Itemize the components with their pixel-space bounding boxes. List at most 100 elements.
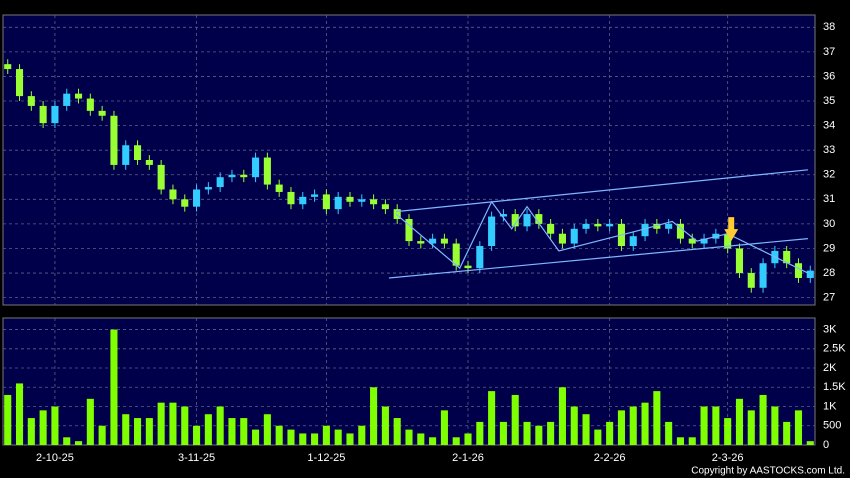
volume-bar bbox=[322, 425, 330, 445]
y-tick-label: 33 bbox=[823, 144, 835, 156]
volume-tick-label: 1.5K bbox=[823, 381, 846, 393]
y-tick-label: 31 bbox=[823, 193, 835, 205]
volume-bar bbox=[181, 406, 189, 445]
candle-body bbox=[735, 248, 744, 274]
candle-body bbox=[476, 246, 484, 269]
candle-body bbox=[157, 164, 165, 190]
volume-bar bbox=[653, 391, 661, 445]
volume-bar bbox=[688, 437, 696, 445]
candle-body bbox=[169, 189, 177, 200]
candle-body bbox=[358, 199, 366, 202]
candle-body bbox=[393, 209, 401, 219]
volume-bar bbox=[405, 429, 413, 445]
volume-bar bbox=[594, 429, 602, 445]
candle-body bbox=[134, 145, 142, 160]
candle-body bbox=[86, 98, 94, 111]
candle-body bbox=[700, 238, 708, 244]
volume-bar bbox=[370, 387, 378, 445]
volume-bar bbox=[157, 402, 165, 445]
candle-body bbox=[122, 145, 130, 165]
candle-body bbox=[653, 223, 661, 229]
candle-body bbox=[299, 196, 307, 205]
candle-body bbox=[193, 189, 201, 207]
volume-bar bbox=[381, 406, 389, 445]
volume-bar bbox=[216, 406, 224, 445]
x-tick-label: 3-11-25 bbox=[178, 452, 215, 464]
candle-body bbox=[629, 236, 637, 247]
x-tick-label: 1-12-25 bbox=[307, 452, 345, 464]
y-tick-label: 36 bbox=[823, 70, 835, 82]
candle-body bbox=[440, 238, 448, 244]
volume-bar bbox=[51, 406, 59, 445]
candle-body bbox=[523, 214, 531, 227]
trend-line bbox=[395, 200, 809, 274]
volume-bar bbox=[299, 433, 307, 445]
candle-body bbox=[535, 214, 543, 224]
volume-tick-label: 2.5K bbox=[823, 343, 846, 355]
trend-line bbox=[388, 238, 808, 279]
candle-body bbox=[606, 223, 614, 227]
copyright: Copyright by AASTOCKS.com Ltd. bbox=[691, 466, 845, 477]
candle-body bbox=[488, 216, 496, 247]
volume-bar bbox=[665, 421, 673, 445]
y-tick-label: 27 bbox=[823, 292, 835, 304]
volume-bar bbox=[63, 437, 71, 445]
candle-body bbox=[429, 238, 437, 244]
volume-bar bbox=[193, 425, 201, 445]
volume-bar bbox=[275, 425, 283, 445]
volume-bar bbox=[39, 410, 47, 445]
volume-bar bbox=[794, 410, 803, 445]
volume-bar bbox=[617, 410, 625, 445]
candle-body bbox=[747, 273, 755, 288]
volume-bar bbox=[535, 425, 543, 445]
candle-body bbox=[110, 115, 118, 165]
candle-body bbox=[15, 69, 24, 97]
candle-body bbox=[311, 194, 319, 197]
volume-bar bbox=[641, 402, 649, 445]
volume-bar bbox=[429, 437, 437, 445]
volume-bar bbox=[98, 425, 106, 445]
candle-body bbox=[204, 187, 212, 190]
candle-body bbox=[511, 214, 519, 227]
volume-bar bbox=[735, 398, 744, 445]
volume-bar bbox=[724, 418, 732, 445]
candle-body bbox=[381, 204, 389, 210]
volume-bar bbox=[676, 437, 684, 445]
volume-bar bbox=[110, 329, 118, 445]
volume-bar bbox=[806, 441, 814, 445]
candle-body bbox=[688, 238, 696, 244]
volume-bar bbox=[311, 433, 319, 445]
candle-body bbox=[252, 157, 260, 178]
candle-body bbox=[759, 263, 767, 288]
candle-body bbox=[806, 270, 814, 278]
volume-bar bbox=[606, 421, 614, 445]
volume-bar bbox=[204, 414, 212, 445]
y-tick-label: 35 bbox=[823, 95, 835, 107]
candle-body bbox=[287, 191, 295, 205]
candle-body bbox=[63, 93, 71, 106]
candle-body bbox=[641, 223, 649, 237]
volume-bar bbox=[629, 406, 637, 445]
x-tick-label: 2-2-26 bbox=[594, 452, 626, 464]
volume-tick-label: 3K bbox=[823, 323, 837, 335]
candle-body bbox=[263, 157, 271, 185]
volume-bar bbox=[417, 433, 425, 445]
candle-body bbox=[676, 223, 684, 239]
candle-body bbox=[39, 105, 47, 124]
signal-arrow bbox=[724, 217, 739, 242]
volume-bar bbox=[252, 429, 260, 445]
candle-body bbox=[98, 110, 106, 116]
candle-body bbox=[452, 243, 460, 266]
volume-bar bbox=[464, 433, 472, 445]
y-tick-label: 29 bbox=[823, 242, 835, 254]
candle-body bbox=[417, 241, 425, 244]
volume-bar bbox=[771, 406, 779, 445]
y-tick-label: 32 bbox=[823, 169, 835, 181]
volume-bar bbox=[582, 414, 590, 445]
candle-body bbox=[74, 93, 83, 99]
volume-bar bbox=[4, 394, 12, 445]
volume-bar bbox=[334, 429, 342, 445]
volume-bar bbox=[712, 406, 720, 445]
volume-bar bbox=[358, 425, 366, 445]
candle-body bbox=[322, 194, 330, 210]
